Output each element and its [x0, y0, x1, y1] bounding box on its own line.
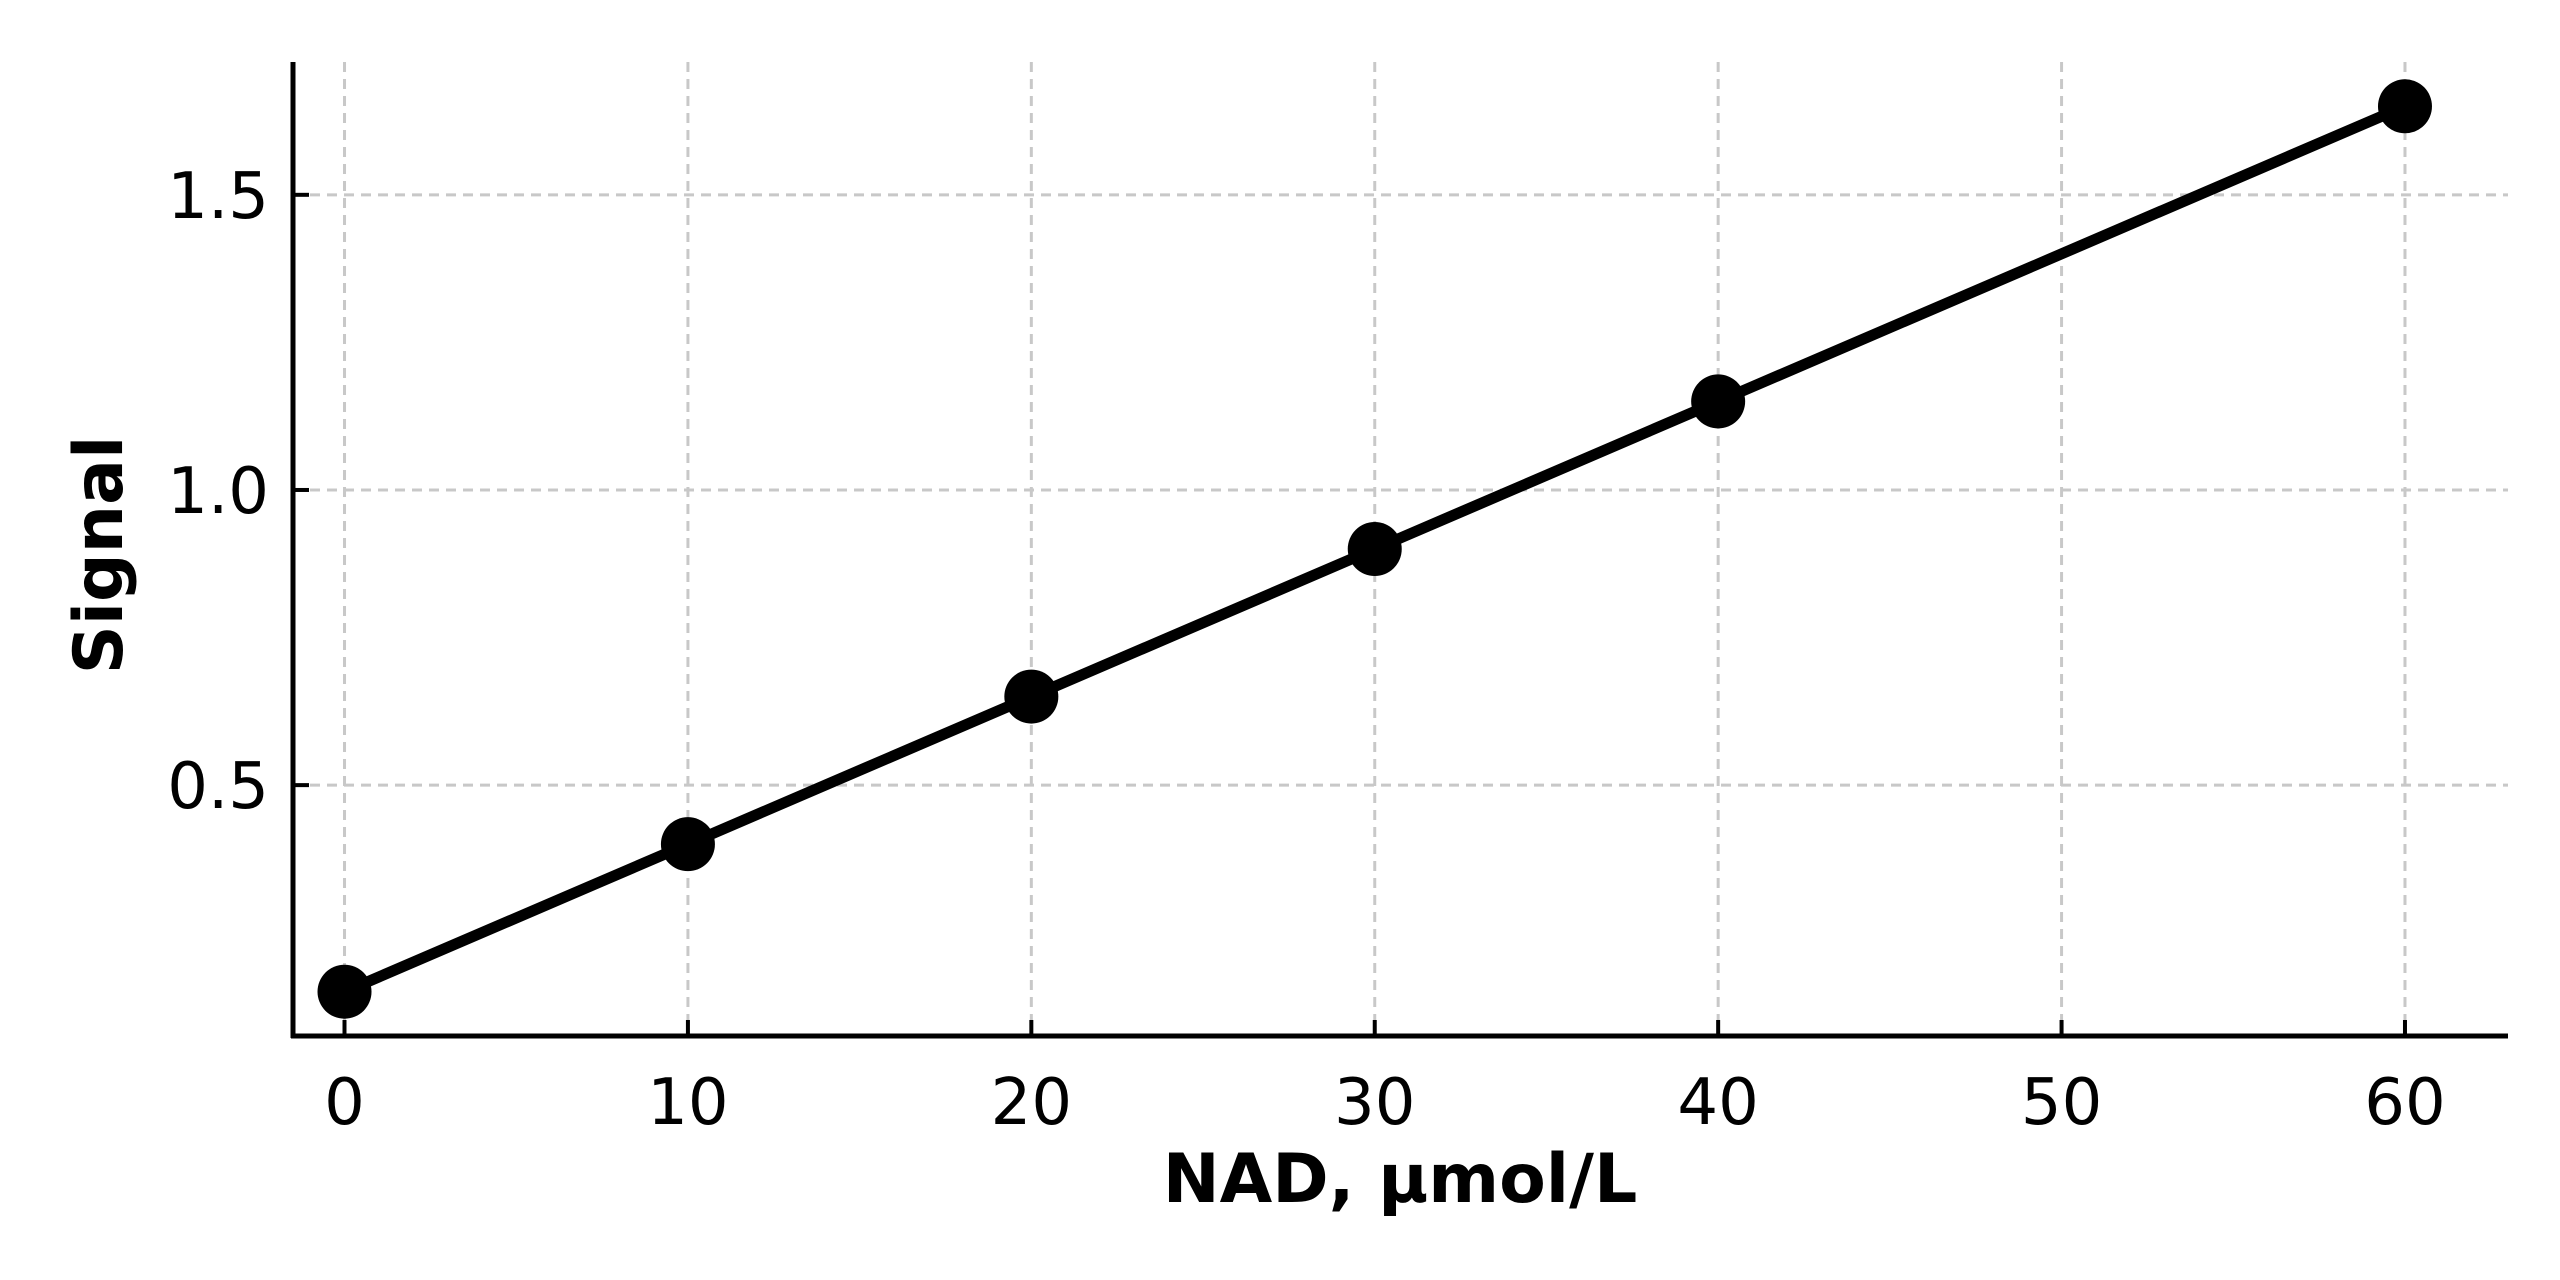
- series: [317, 79, 2432, 1019]
- ticks: 0 10 20 30 40 50 60 0.5 1.0 1.5: [167, 160, 2445, 1140]
- y-tick-label-2: 1.5: [167, 160, 269, 234]
- y-tick-label-0: 0.5: [167, 750, 269, 824]
- y-tick-label-1: 1.0: [167, 455, 269, 529]
- axes: [290, 62, 2508, 1039]
- x-tick-label-6: 60: [2364, 1066, 2445, 1140]
- data-point-0: [317, 964, 372, 1019]
- data-point-5: [2377, 79, 2432, 134]
- x-tick-label-0: 0: [324, 1066, 365, 1140]
- x-axis-title: NAD, µmol/L: [1163, 1140, 1638, 1219]
- x-tick-label-3: 30: [1334, 1066, 1415, 1140]
- data-point-2: [1004, 669, 1059, 724]
- x-tick-label-4: 40: [1677, 1066, 1758, 1140]
- x-tick-label-1: 10: [647, 1066, 728, 1140]
- data-point-3: [1347, 522, 1402, 576]
- data-point-1: [660, 817, 715, 872]
- x-tick-label-2: 20: [991, 1066, 1072, 1140]
- data-point-4: [1691, 374, 1746, 429]
- x-tick-label-5: 50: [2021, 1066, 2102, 1140]
- y-axis-title: Signal: [60, 436, 139, 675]
- grid: [293, 62, 2508, 1036]
- series-line-0: [339, 100, 2411, 998]
